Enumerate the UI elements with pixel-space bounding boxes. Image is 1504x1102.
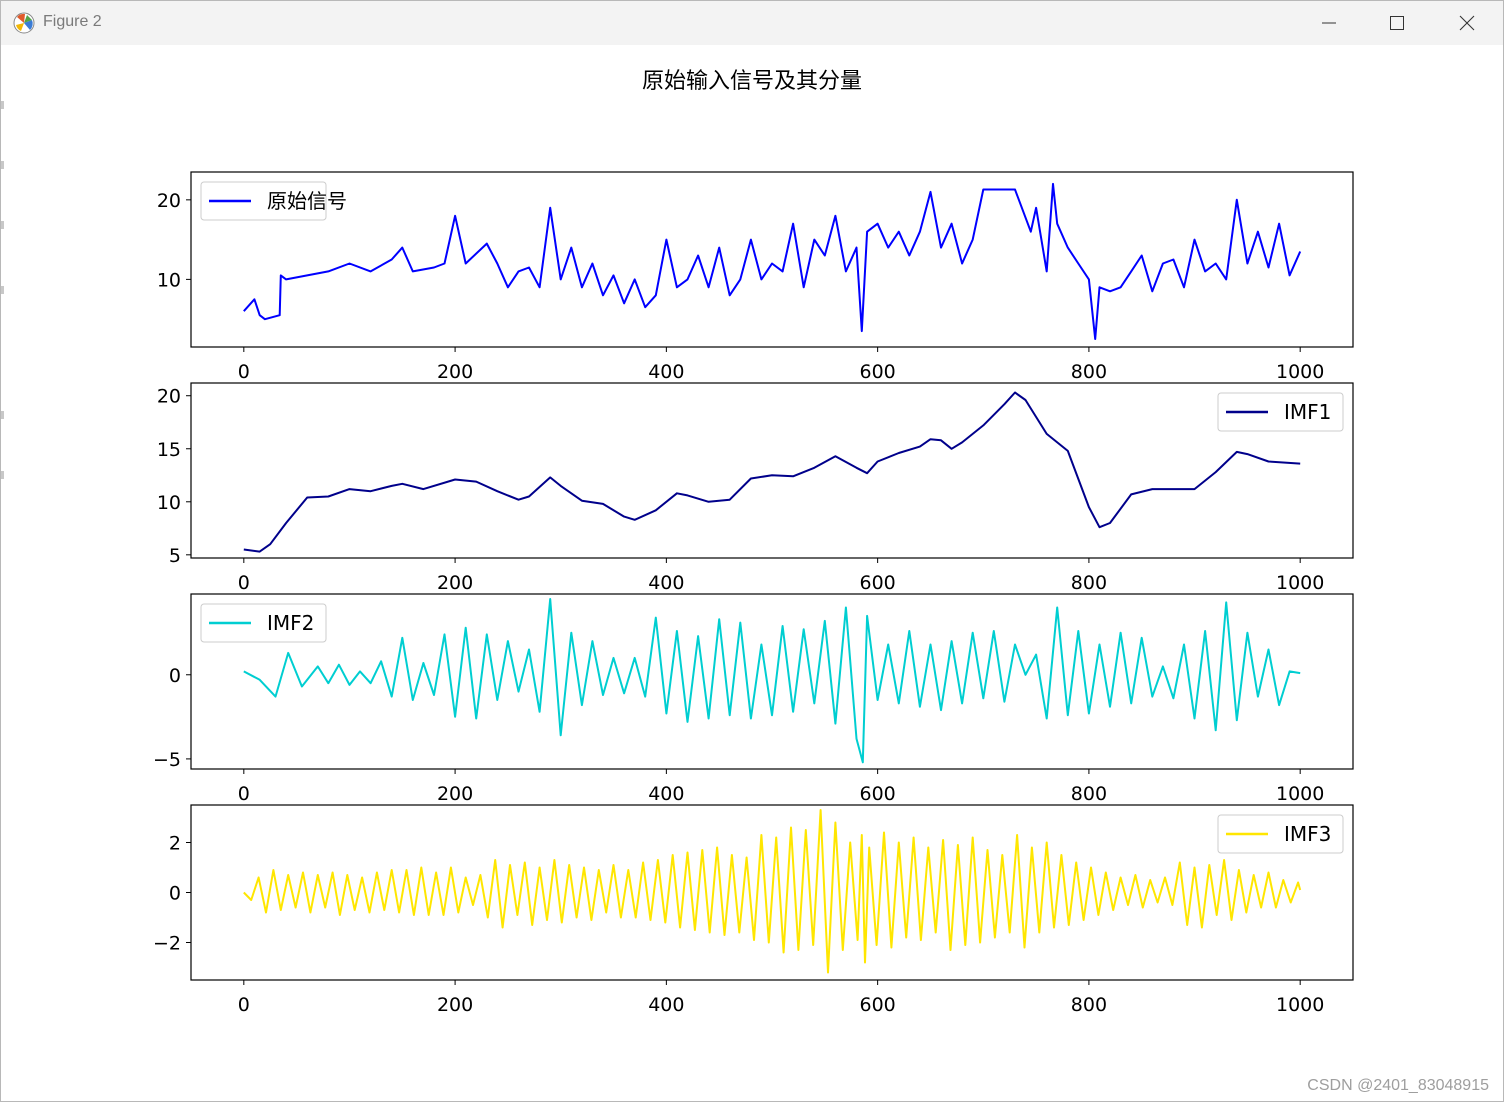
- edge-mark: [1, 101, 4, 109]
- edge-mark: [1, 161, 4, 169]
- legend: IMF1: [1217, 392, 1344, 432]
- legend-box: [200, 603, 327, 643]
- x-tick-label: 1000: [1276, 572, 1324, 594]
- y-tick-label: 10: [157, 492, 181, 514]
- x-tick-label: 400: [648, 572, 684, 594]
- y-tick-label: 2: [169, 833, 181, 855]
- x-tick-label: 600: [860, 361, 896, 383]
- legend: IMF2: [200, 603, 327, 643]
- series-line-4: [243, 809, 1302, 974]
- series-line-3: [243, 598, 1301, 764]
- maximize-button[interactable]: [1363, 1, 1431, 45]
- x-tick-label: 0: [238, 783, 250, 805]
- window-title: Figure 2: [43, 13, 102, 30]
- x-tick-label: 200: [437, 994, 473, 1016]
- x-tick-label: 0: [238, 994, 250, 1016]
- legend: 原始信号: [200, 181, 347, 221]
- legend-box: [1217, 814, 1344, 854]
- figure-suptitle: 原始输入信号及其分量: [641, 69, 862, 94]
- x-tick-label: 0: [238, 572, 250, 594]
- x-tick-label: 1000: [1276, 783, 1324, 805]
- x-tick-label: 600: [860, 572, 896, 594]
- close-button[interactable]: [1433, 1, 1501, 45]
- x-tick-label: 800: [1071, 994, 1107, 1016]
- axes-frame: [190, 593, 1354, 770]
- y-tick-label: −2: [153, 933, 181, 955]
- x-tick-label: 800: [1071, 783, 1107, 805]
- minimize-icon: [1322, 22, 1336, 24]
- edge-mark: [1, 221, 4, 229]
- x-tick-label: 600: [860, 994, 896, 1016]
- x-tick-label: 800: [1071, 572, 1107, 594]
- x-tick-label: 1000: [1276, 361, 1324, 383]
- x-tick-label: 200: [437, 783, 473, 805]
- y-tick-label: 5: [169, 545, 181, 567]
- y-tick-label: −5: [153, 749, 181, 771]
- x-tick-label: 600: [860, 783, 896, 805]
- series-line-2: [243, 391, 1301, 553]
- legend: IMF3: [1217, 814, 1344, 854]
- y-tick-label: 0: [169, 883, 181, 905]
- x-tick-label: 800: [1071, 361, 1107, 383]
- x-tick-label: 200: [437, 361, 473, 383]
- watermark: CSDN @2401_83048915: [1307, 1077, 1489, 1094]
- maximize-icon: [1390, 16, 1404, 30]
- matplotlib-icon: [13, 12, 35, 34]
- edge-mark: [1, 471, 4, 479]
- legend-label: IMF1: [1284, 400, 1331, 424]
- close-icon: [1459, 15, 1475, 31]
- y-tick-label: 10: [157, 269, 181, 291]
- series-line-1: [243, 182, 1302, 340]
- subplot-1: 0 200 400 600 800 1000 10 20 原始信号: [157, 171, 1354, 383]
- legend-label: 原始信号: [267, 189, 347, 213]
- y-tick-label: 20: [157, 190, 181, 212]
- y-tick-label: 20: [157, 386, 181, 408]
- x-tick-label: 0: [238, 361, 250, 383]
- x-tick-label: 1000: [1276, 994, 1324, 1016]
- subplot-3: 0 200 400 600 800 1000 −5 0 IMF2: [153, 593, 1354, 805]
- legend-label: IMF3: [1284, 822, 1331, 846]
- y-tick-label: 0: [169, 665, 181, 687]
- y-tick-label: 15: [157, 439, 181, 461]
- subplot-4: 0 200 400 600 800 1000 −2 0 2 IMF3: [153, 804, 1354, 1016]
- subplot-2: 0 200 400 600 800 1000 5 10 15 20 IMF1: [157, 382, 1354, 594]
- x-tick-label: 200: [437, 572, 473, 594]
- x-tick-label: 400: [648, 783, 684, 805]
- minimize-button[interactable]: [1295, 1, 1363, 45]
- x-tick-label: 400: [648, 361, 684, 383]
- x-tick-label: 400: [648, 994, 684, 1016]
- title-bar[interactable]: Figure 2: [1, 1, 1503, 45]
- legend-box: [200, 181, 327, 221]
- legend-label: IMF2: [267, 611, 314, 635]
- axes-frame: [190, 382, 1354, 559]
- edge-mark: [1, 286, 4, 294]
- axes-frame: [190, 171, 1354, 348]
- edge-mark: [1, 411, 4, 419]
- legend-box: [1217, 392, 1344, 432]
